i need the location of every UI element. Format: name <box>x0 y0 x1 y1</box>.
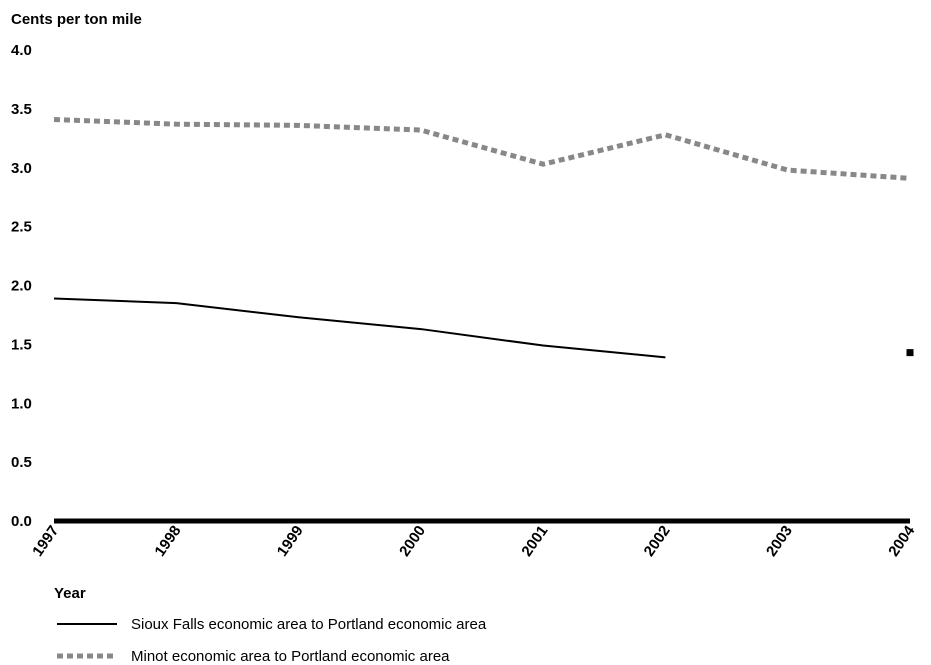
series-line-sioux-falls <box>53 297 666 359</box>
y-tick-label: 2.5 <box>11 219 32 236</box>
y-tick-label: 4.0 <box>11 42 32 59</box>
y-tick-label: 0.5 <box>11 454 32 471</box>
x-tick-label: 2001 <box>518 523 551 560</box>
legend-label-minot: Minot economic area to Portland economic… <box>131 648 450 665</box>
x-tick-labels: 1997 1998 1999 2000 2001 2002 2003 2004 <box>29 522 918 560</box>
y-tick-label: 1.5 <box>11 336 32 353</box>
y-tick-label: 3.5 <box>11 101 32 118</box>
y-axis-title: Cents per ton mile <box>11 11 142 28</box>
x-axis-title: Year <box>54 585 86 602</box>
series-layer <box>53 116 914 359</box>
x-tick-label: 2003 <box>763 523 796 560</box>
legend-label-sioux-falls: Sioux Falls economic area to Portland ec… <box>131 616 487 633</box>
y-tick-label: 0.0 <box>11 513 32 530</box>
legend: Sioux Falls economic area to Portland ec… <box>57 616 487 665</box>
x-tick-label: 1997 <box>29 523 62 560</box>
series-point <box>906 349 914 357</box>
x-tick-label: 2002 <box>641 523 674 560</box>
x-tick-label: 2000 <box>396 523 429 560</box>
x-tick-label: 1999 <box>274 523 307 560</box>
series-line-minot <box>53 116 911 181</box>
x-tick-label: 1998 <box>151 523 184 560</box>
y-tick-labels: 0.0 0.5 1.0 1.5 2.0 2.5 3.0 3.5 4.0 <box>11 42 32 530</box>
y-tick-label: 1.0 <box>11 395 32 412</box>
y-tick-label: 2.0 <box>11 278 32 295</box>
x-tick-label: 2004 <box>885 522 918 560</box>
y-tick-label: 3.0 <box>11 160 32 177</box>
